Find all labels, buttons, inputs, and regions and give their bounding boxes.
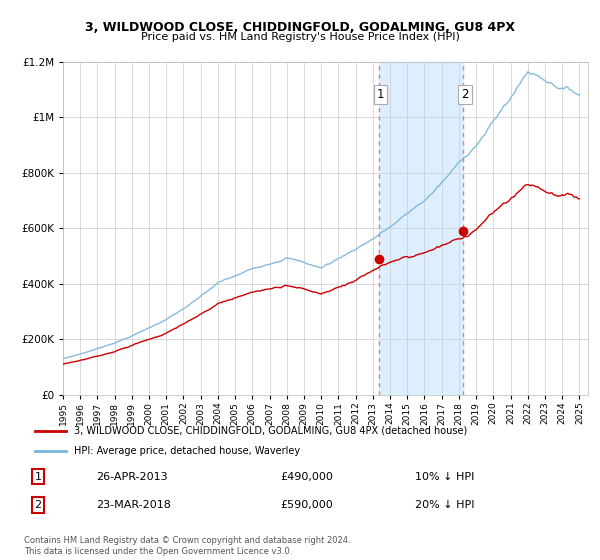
Text: 23-MAR-2018: 23-MAR-2018	[97, 500, 172, 510]
Text: 3, WILDWOOD CLOSE, CHIDDINGFOLD, GODALMING, GU8 4PX: 3, WILDWOOD CLOSE, CHIDDINGFOLD, GODALMI…	[85, 21, 515, 34]
Text: 20% ↓ HPI: 20% ↓ HPI	[415, 500, 474, 510]
Text: 1: 1	[34, 472, 41, 482]
Text: Contains HM Land Registry data © Crown copyright and database right 2024.
This d: Contains HM Land Registry data © Crown c…	[24, 536, 350, 556]
Text: Price paid vs. HM Land Registry's House Price Index (HPI): Price paid vs. HM Land Registry's House …	[140, 32, 460, 43]
Text: 1: 1	[377, 88, 384, 101]
Text: £490,000: £490,000	[281, 472, 334, 482]
Text: 2: 2	[34, 500, 41, 510]
Text: 10% ↓ HPI: 10% ↓ HPI	[415, 472, 474, 482]
Bar	[379, 62, 463, 395]
Text: 3, WILDWOOD CLOSE, CHIDDINGFOLD, GODALMING, GU8 4PX (detached house): 3, WILDWOOD CLOSE, CHIDDINGFOLD, GODALMI…	[74, 426, 467, 436]
Text: £590,000: £590,000	[281, 500, 334, 510]
Text: 26-APR-2013: 26-APR-2013	[97, 472, 168, 482]
Text: 2: 2	[461, 88, 469, 101]
Text: HPI: Average price, detached house, Waverley: HPI: Average price, detached house, Wave…	[74, 446, 301, 456]
